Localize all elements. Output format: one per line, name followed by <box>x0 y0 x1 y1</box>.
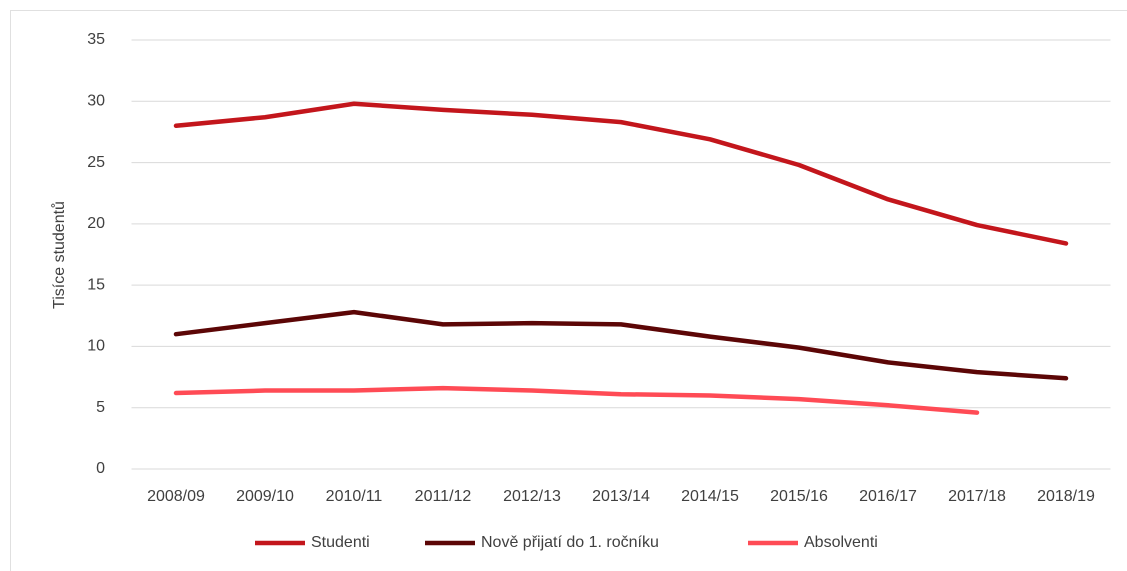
x-tick-label: 2010/11 <box>326 488 383 505</box>
legend-label: Absolventi <box>804 534 878 551</box>
frame <box>10 10 1127 571</box>
series-line <box>173 385 980 415</box>
y-tick-label: 30 <box>87 93 105 110</box>
x-tick-label: 2015/16 <box>770 488 828 505</box>
legend-label: Nově přijatí do 1. ročníku <box>481 534 659 551</box>
x-tick-label: 2009/10 <box>236 488 294 505</box>
y-tick-label: 15 <box>87 276 105 293</box>
x-tick-label: 2008/09 <box>147 488 205 505</box>
series-line <box>173 101 1069 246</box>
y-tick-label: 0 <box>96 460 105 477</box>
x-tick-label: 2013/14 <box>592 488 650 505</box>
x-tick-label: 2011/12 <box>415 488 472 505</box>
y-axis-label: Tisíce studentů <box>50 201 68 309</box>
y-tick-label: 20 <box>87 215 105 232</box>
x-tick-label: 2018/19 <box>1037 488 1095 505</box>
legend-label: Studenti <box>311 534 370 551</box>
x-tick-label: 2012/13 <box>503 488 561 505</box>
series-line <box>173 309 1069 381</box>
x-tick-label: 2014/15 <box>681 488 739 505</box>
x-tick-label: 2017/18 <box>948 488 1006 505</box>
x-tick-label: 2016/17 <box>859 488 917 505</box>
y-tick-label: 10 <box>87 338 105 355</box>
y-tick-label: 5 <box>96 399 105 416</box>
y-tick-label: 25 <box>87 154 105 171</box>
y-tick-label: 35 <box>87 31 105 48</box>
